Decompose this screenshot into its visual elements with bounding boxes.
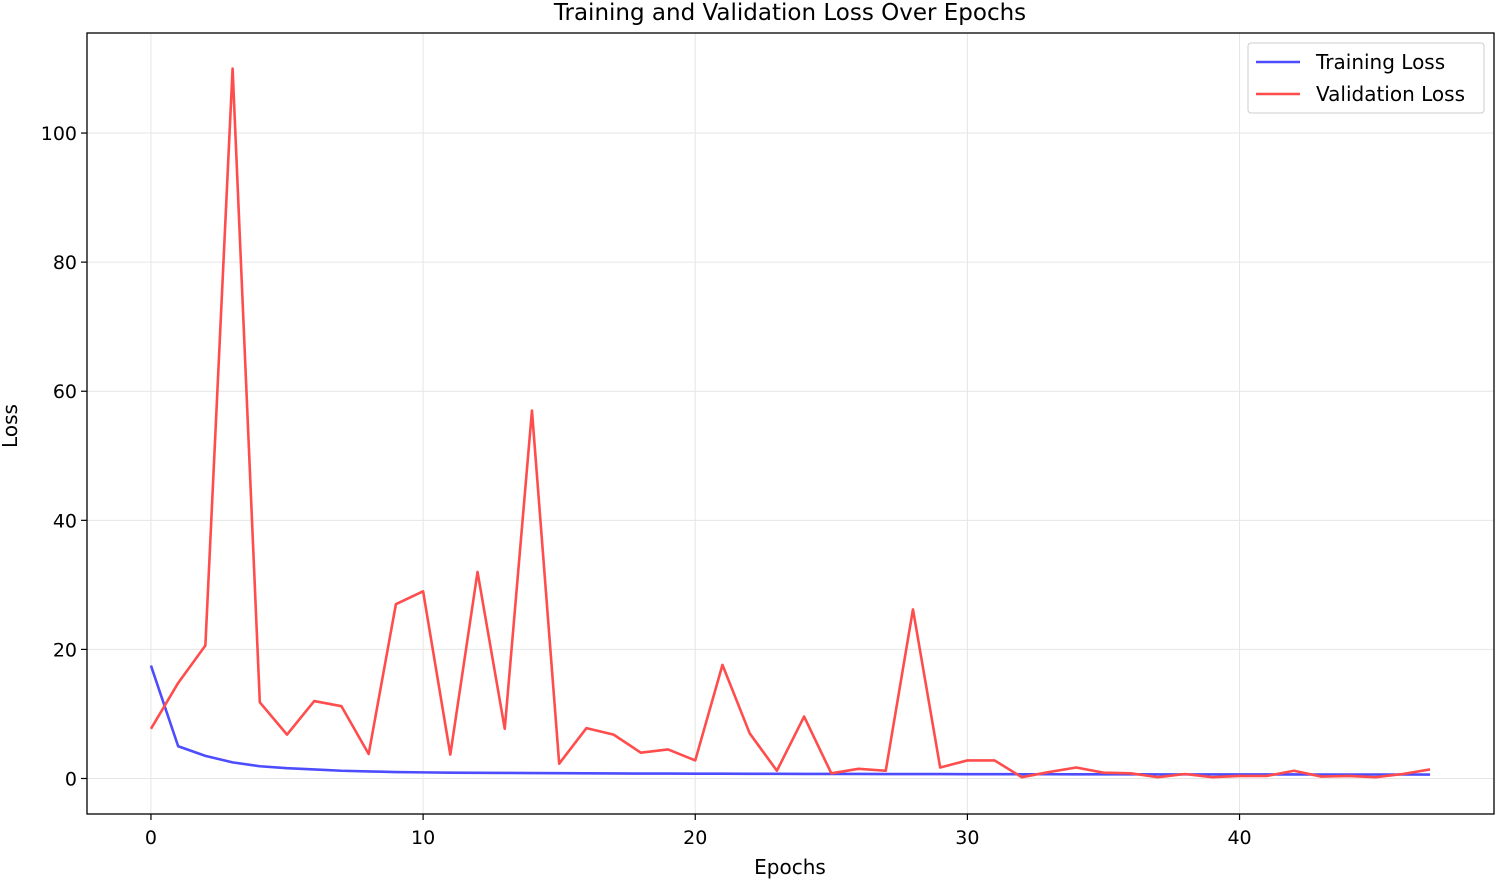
y-tick-label: 40: [53, 510, 77, 532]
chart-title: Training and Validation Loss Over Epochs: [553, 0, 1026, 26]
y-tick-label: 100: [41, 123, 77, 145]
series-layer: [149, 67, 1431, 779]
legend-label: Validation Loss: [1316, 82, 1465, 106]
y-tick-label: 80: [53, 252, 77, 274]
legend-box: [1247, 42, 1485, 114]
x-axis-title: Epochs: [754, 855, 826, 879]
x-tick-label: 10: [411, 827, 435, 849]
series-line-validation-loss: [149, 67, 1431, 779]
x-tick-label: 0: [145, 827, 157, 849]
x-tick-label: 20: [683, 827, 707, 849]
x-tick-label: 40: [1227, 827, 1251, 849]
x-axis: 0 10 20 30 40: [145, 814, 1252, 849]
y-tick-label: 60: [53, 381, 77, 403]
legend: Training Loss Validation Loss: [1247, 42, 1485, 114]
plot-frame: [86, 32, 1495, 815]
y-axis: 0 20 40 60 80 100: [41, 123, 87, 791]
y-tick-label: 20: [53, 639, 77, 661]
y-axis-title: Loss: [0, 404, 22, 448]
grid-lines: [87, 33, 1494, 814]
legend-label: Training Loss: [1315, 50, 1445, 74]
series-line-training-loss: [149, 665, 1431, 776]
x-tick-label: 30: [955, 827, 979, 849]
y-tick-label: 0: [65, 769, 77, 791]
